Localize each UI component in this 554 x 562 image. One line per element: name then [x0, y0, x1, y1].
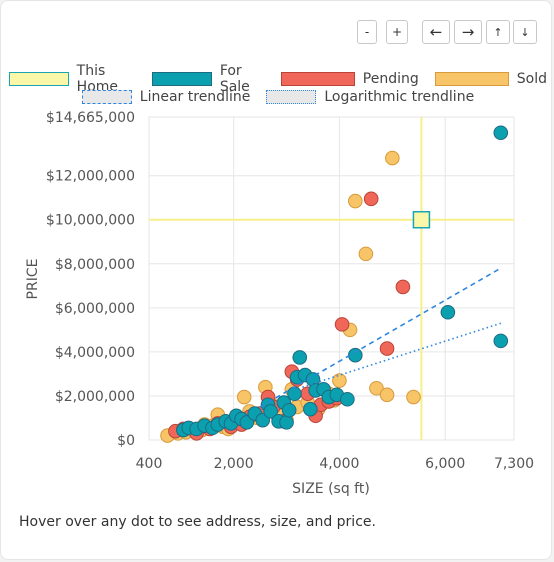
sold-dot[interactable]	[358, 246, 374, 262]
this-home-marker-group	[412, 210, 431, 229]
x-axis-label: SIZE (sq ft)	[292, 481, 370, 497]
y-tick-label: $14,665,000	[46, 110, 135, 126]
minus-icon: -	[364, 25, 370, 39]
axis-ticks: $0 $2,000,000 $4,000,000 $6,000,000 $8,000,0…	[46, 110, 534, 472]
y-tick-label: $8,000,000	[55, 257, 135, 273]
scatter-chart: $0 $2,000,000 $4,000,000 $6,000,000 $8,000,0…	[25, 110, 534, 497]
legend-log-trendline[interactable]: Logarithmic trendline	[266, 89, 474, 105]
legend-label: Pending	[362, 71, 419, 87]
pan-left-button[interactable]: ←	[422, 20, 450, 44]
x-tick-label: 6,000	[425, 456, 465, 472]
plus-icon: +	[391, 25, 403, 39]
zoom-out-button[interactable]: -	[357, 20, 377, 44]
y-tick-label: $10,000,000	[46, 213, 135, 229]
sold-dot[interactable]	[236, 389, 252, 405]
legend-label: Linear trendline	[139, 89, 251, 105]
pending-dot[interactable]	[395, 279, 411, 295]
for-sale-dot[interactable]	[348, 347, 363, 363]
legend-this-home[interactable]: This Home	[9, 63, 136, 95]
arrow-up-icon: ↑	[493, 25, 503, 39]
legend-swatch-log	[266, 90, 317, 104]
for-sale-dot[interactable]	[340, 391, 355, 407]
data-points	[160, 125, 509, 443]
sold-dot[interactable]	[332, 373, 347, 388]
x-tick-label: 7,300	[494, 456, 534, 472]
arrow-right-icon: →	[461, 23, 475, 41]
arrow-down-icon: ↓	[520, 25, 530, 39]
x-tick-label: 400	[136, 456, 163, 472]
for-sale-dot[interactable]	[493, 333, 509, 349]
sold-dot[interactable]	[406, 389, 421, 405]
sold-dot[interactable]	[369, 380, 384, 396]
pending-dot[interactable]	[334, 317, 350, 332]
y-tick-label: $6,000,000	[55, 301, 135, 317]
for-sale-dot[interactable]	[281, 402, 297, 418]
for-sale-dot[interactable]	[493, 125, 509, 141]
grid	[148, 116, 515, 441]
legend-trendlines: Linear trendline Logarithmic trendline	[1, 89, 554, 105]
for-sale-dot[interactable]	[279, 415, 294, 430]
sold-dot[interactable]	[385, 150, 400, 166]
y-tick-label: $12,000,000	[46, 169, 135, 185]
legend-linear-trendline[interactable]: Linear trendline	[81, 89, 251, 105]
this-home-marker[interactable]	[412, 210, 431, 229]
for-sale-dot[interactable]	[440, 304, 456, 320]
pending-dot[interactable]	[379, 341, 395, 356]
legend-sold[interactable]: Sold	[434, 71, 547, 87]
linear-trendline	[259, 267, 502, 408]
legend-label: Logarithmic trendline	[324, 89, 475, 105]
pan-down-button[interactable]: ↓	[513, 20, 537, 44]
legend-swatch-linear	[81, 90, 132, 104]
sold-dot[interactable]	[348, 193, 363, 209]
legend-swatch-sold	[434, 72, 509, 86]
log-trendline	[302, 322, 502, 388]
this-home-reference-lines	[149, 117, 514, 440]
x-tick-label: 4,000	[319, 456, 359, 472]
y-tick-label: $2,000,000	[55, 389, 135, 405]
for-sale-dot[interactable]	[287, 386, 302, 402]
trendlines	[259, 267, 502, 408]
arrow-left-icon: ←	[429, 23, 443, 41]
legend-label: For Sale	[219, 63, 250, 95]
for-sale-dot[interactable]	[303, 401, 318, 417]
y-tick-label: $0	[117, 433, 135, 449]
legend: This Home For Sale Pending Sold	[1, 63, 554, 95]
pending-dot[interactable]	[363, 191, 379, 207]
x-tick-label: 2,000	[214, 456, 254, 472]
legend-pending[interactable]: Pending	[280, 71, 419, 87]
legend-for-sale[interactable]: For Sale	[152, 63, 265, 95]
sold-dot[interactable]	[379, 387, 395, 403]
legend-swatch-pending	[280, 72, 355, 86]
hover-hint: Hover over any dot to see address, size,…	[19, 514, 376, 530]
legend-label: Sold	[516, 71, 547, 87]
zoom-in-button[interactable]: +	[386, 20, 408, 44]
legend-swatch-this-home	[9, 72, 69, 86]
for-sale-dot[interactable]	[292, 350, 308, 365]
pan-up-button[interactable]: ↑	[486, 20, 510, 44]
legend-swatch-for-sale	[152, 72, 212, 86]
y-axis-label: PRICE	[25, 259, 41, 300]
for-sale-dot[interactable]	[263, 404, 278, 419]
pan-right-button[interactable]: →	[454, 20, 482, 44]
y-tick-label: $4,000,000	[55, 345, 135, 361]
